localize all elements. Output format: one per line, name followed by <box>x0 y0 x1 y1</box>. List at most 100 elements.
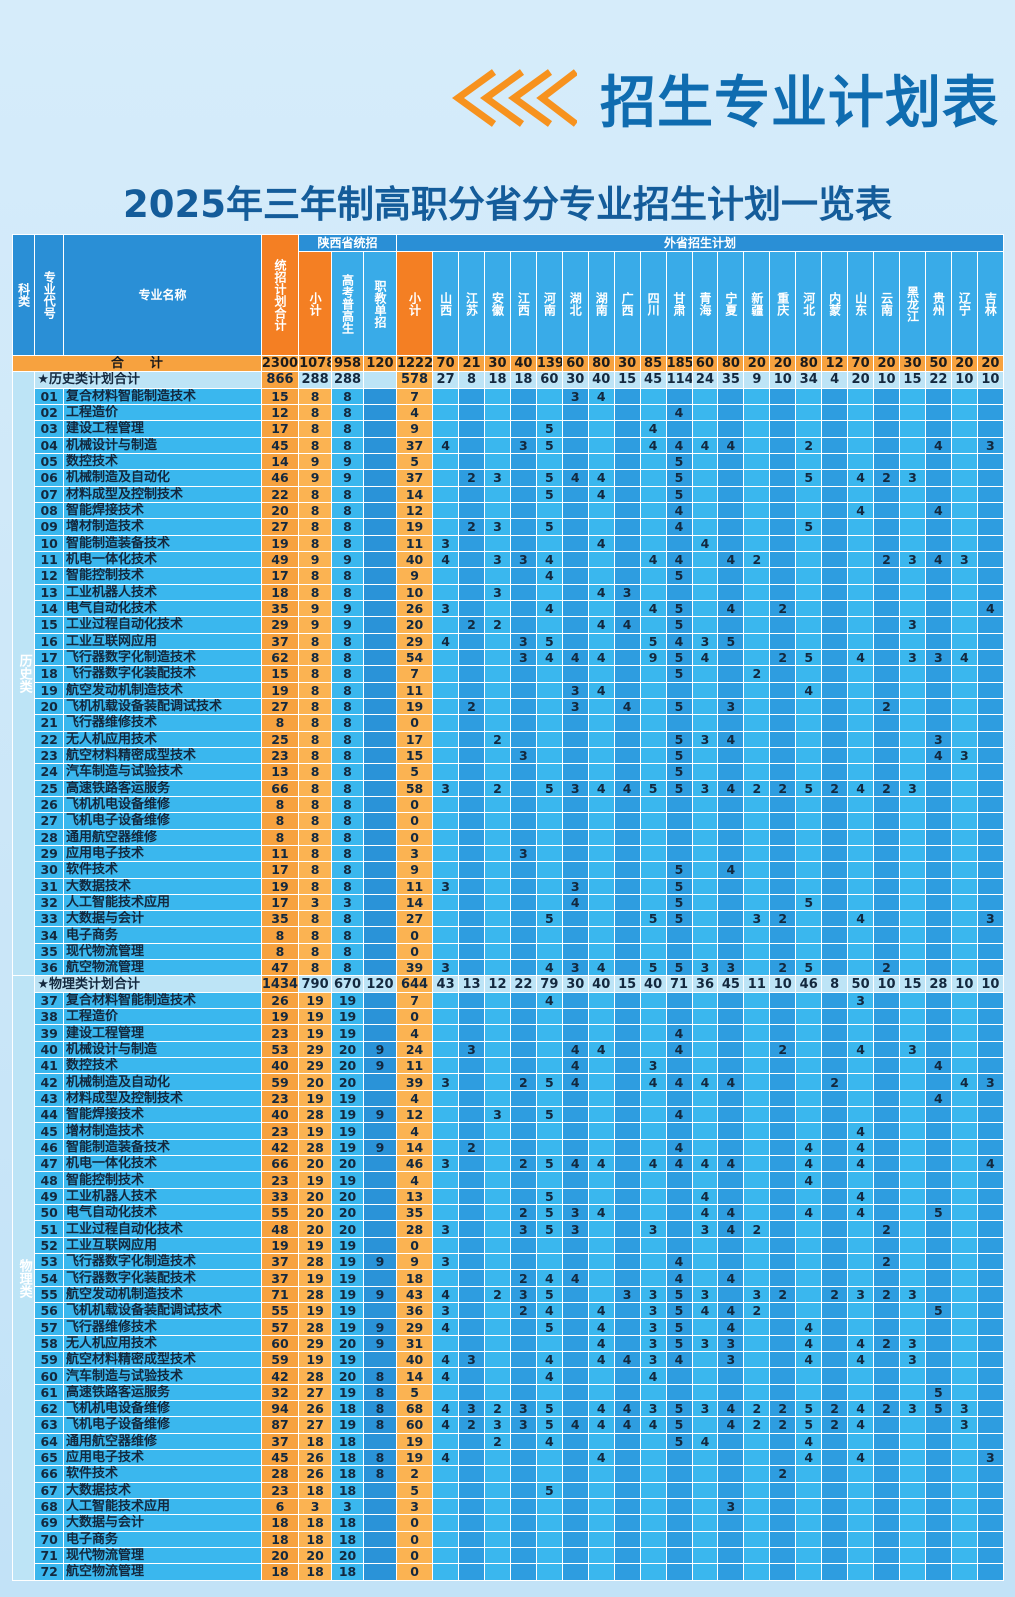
province-cell <box>795 1563 823 1581</box>
shaanxi-gaokao: 18 <box>331 1563 364 1581</box>
province-cell <box>899 1204 926 1222</box>
province-cell <box>873 387 900 405</box>
province-cell: 3 <box>950 1416 978 1434</box>
province-cell <box>509 877 537 895</box>
province-cell <box>821 665 849 683</box>
province-cell <box>509 1514 537 1532</box>
province-cell <box>795 1106 823 1124</box>
province-cell: 3 <box>899 1399 926 1418</box>
province-cell: 4 <box>717 1399 745 1418</box>
shaanxi-subtotal: 9 <box>298 469 333 487</box>
major-name: 工程造价 <box>63 1008 262 1026</box>
major-code: 56 <box>34 1302 65 1320</box>
province-cell <box>639 893 667 912</box>
province-cell <box>769 1481 797 1499</box>
major-name: 复合材料智能制造技术 <box>63 387 262 405</box>
province-cell <box>847 387 875 405</box>
province-cell <box>821 1024 849 1042</box>
major-name: 机械设计与制造 <box>63 1040 262 1059</box>
province-cell: 2 <box>458 1138 485 1157</box>
table-row: 47 机电一体化技术 66 20 20 46 3 2 5 4 4 4 4 4 4 4 4 4 <box>13 1155 1005 1173</box>
province-cell <box>535 1448 563 1467</box>
province-cell <box>509 893 537 912</box>
province-cell <box>873 1432 900 1450</box>
major-name: 电子商务 <box>63 1530 262 1548</box>
province-cell: 4 <box>535 1367 563 1385</box>
province-cell <box>484 1236 511 1255</box>
province-cell <box>847 632 875 650</box>
province-cell: 5 <box>665 910 693 928</box>
province-cell <box>509 730 537 748</box>
province-cell <box>821 583 849 601</box>
table-cell: 34 <box>795 371 823 389</box>
province-cell <box>535 1253 563 1271</box>
shaanxi-vocational <box>362 387 397 405</box>
province-cell <box>484 714 511 732</box>
province-cell <box>899 714 926 732</box>
province-cell <box>639 877 667 895</box>
table-row: 12 智能控制技术 17 8 8 9 4 5 <box>13 567 1005 585</box>
shaanxi-vocational <box>362 1171 397 1189</box>
table-row: 17 飞行器数字化制造技术 62 8 8 54 3 4 4 4 9 5 4 2 5 4 3 3 4 <box>13 648 1005 667</box>
shaanxi-subtotal: 8 <box>298 420 333 438</box>
province-cell: 2 <box>769 1399 797 1418</box>
province-cell <box>613 681 641 699</box>
province-cell <box>821 1432 849 1450</box>
table-cell: 12 <box>821 354 849 373</box>
shaanxi-gaokao: 18 <box>331 1530 364 1548</box>
province-cell <box>950 714 978 732</box>
province-cell <box>899 1171 926 1189</box>
total-plan: 27 <box>260 518 300 536</box>
major-code: 61 <box>34 1383 65 1402</box>
province-cell <box>509 534 537 552</box>
total-plan: 12 <box>260 403 300 422</box>
province-cell <box>795 746 823 765</box>
province-cell <box>743 926 771 944</box>
grand-total-label: 合 计 <box>12 354 262 373</box>
province-cell <box>899 991 926 1010</box>
province-cell <box>950 681 978 699</box>
province-cell <box>950 1057 978 1075</box>
province-cell: 4 <box>691 648 719 667</box>
shaanxi-vocational: 8 <box>362 1399 397 1418</box>
province-cell <box>821 910 849 928</box>
table-cell: 288 <box>298 371 333 389</box>
province-cell <box>432 746 460 765</box>
province-cell <box>795 942 823 961</box>
table-row: 38 工程造价 19 19 19 0 <box>13 1008 1005 1026</box>
province-cell: 5 <box>795 1416 823 1434</box>
outer-subtotal: 54 <box>395 648 434 667</box>
shaanxi-vocational <box>362 452 397 471</box>
province-cell <box>639 828 667 846</box>
outer-subtotal: 4 <box>395 1171 434 1189</box>
province-cell: 4 <box>717 1269 745 1287</box>
province-cell <box>924 1416 952 1434</box>
province-cell <box>847 1253 875 1271</box>
table-cell: 18 <box>509 371 537 389</box>
province-cell <box>484 1220 511 1238</box>
major-name: 通用航空器维修 <box>63 828 262 846</box>
province-cell: 4 <box>847 779 875 797</box>
province-cell <box>509 795 537 814</box>
province-cell <box>561 420 589 438</box>
shaanxi-subtotal: 19 <box>298 1089 333 1108</box>
province-cell <box>769 1089 797 1108</box>
shaanxi-subtotal: 19 <box>298 991 333 1010</box>
major-code: 46 <box>34 1138 65 1157</box>
province-cell: 3 <box>924 730 952 748</box>
province-cell: 2 <box>509 1302 537 1320</box>
province-cell <box>769 844 797 863</box>
province-cell <box>484 1497 511 1516</box>
province-cell <box>432 452 460 471</box>
shaanxi-gaokao: 8 <box>331 959 364 977</box>
province-cell <box>924 779 952 797</box>
shaanxi-subtotal: 3 <box>298 1497 333 1516</box>
province-cell <box>899 763 926 781</box>
province-cell <box>769 1497 797 1516</box>
province-cell <box>535 828 563 846</box>
province-cell <box>639 1171 667 1189</box>
province-cell <box>795 926 823 944</box>
province-cell <box>561 1171 589 1189</box>
table-row: 03 建设工程管理 17 8 8 9 5 4 <box>13 420 1005 438</box>
province-cell: 3 <box>484 518 511 536</box>
